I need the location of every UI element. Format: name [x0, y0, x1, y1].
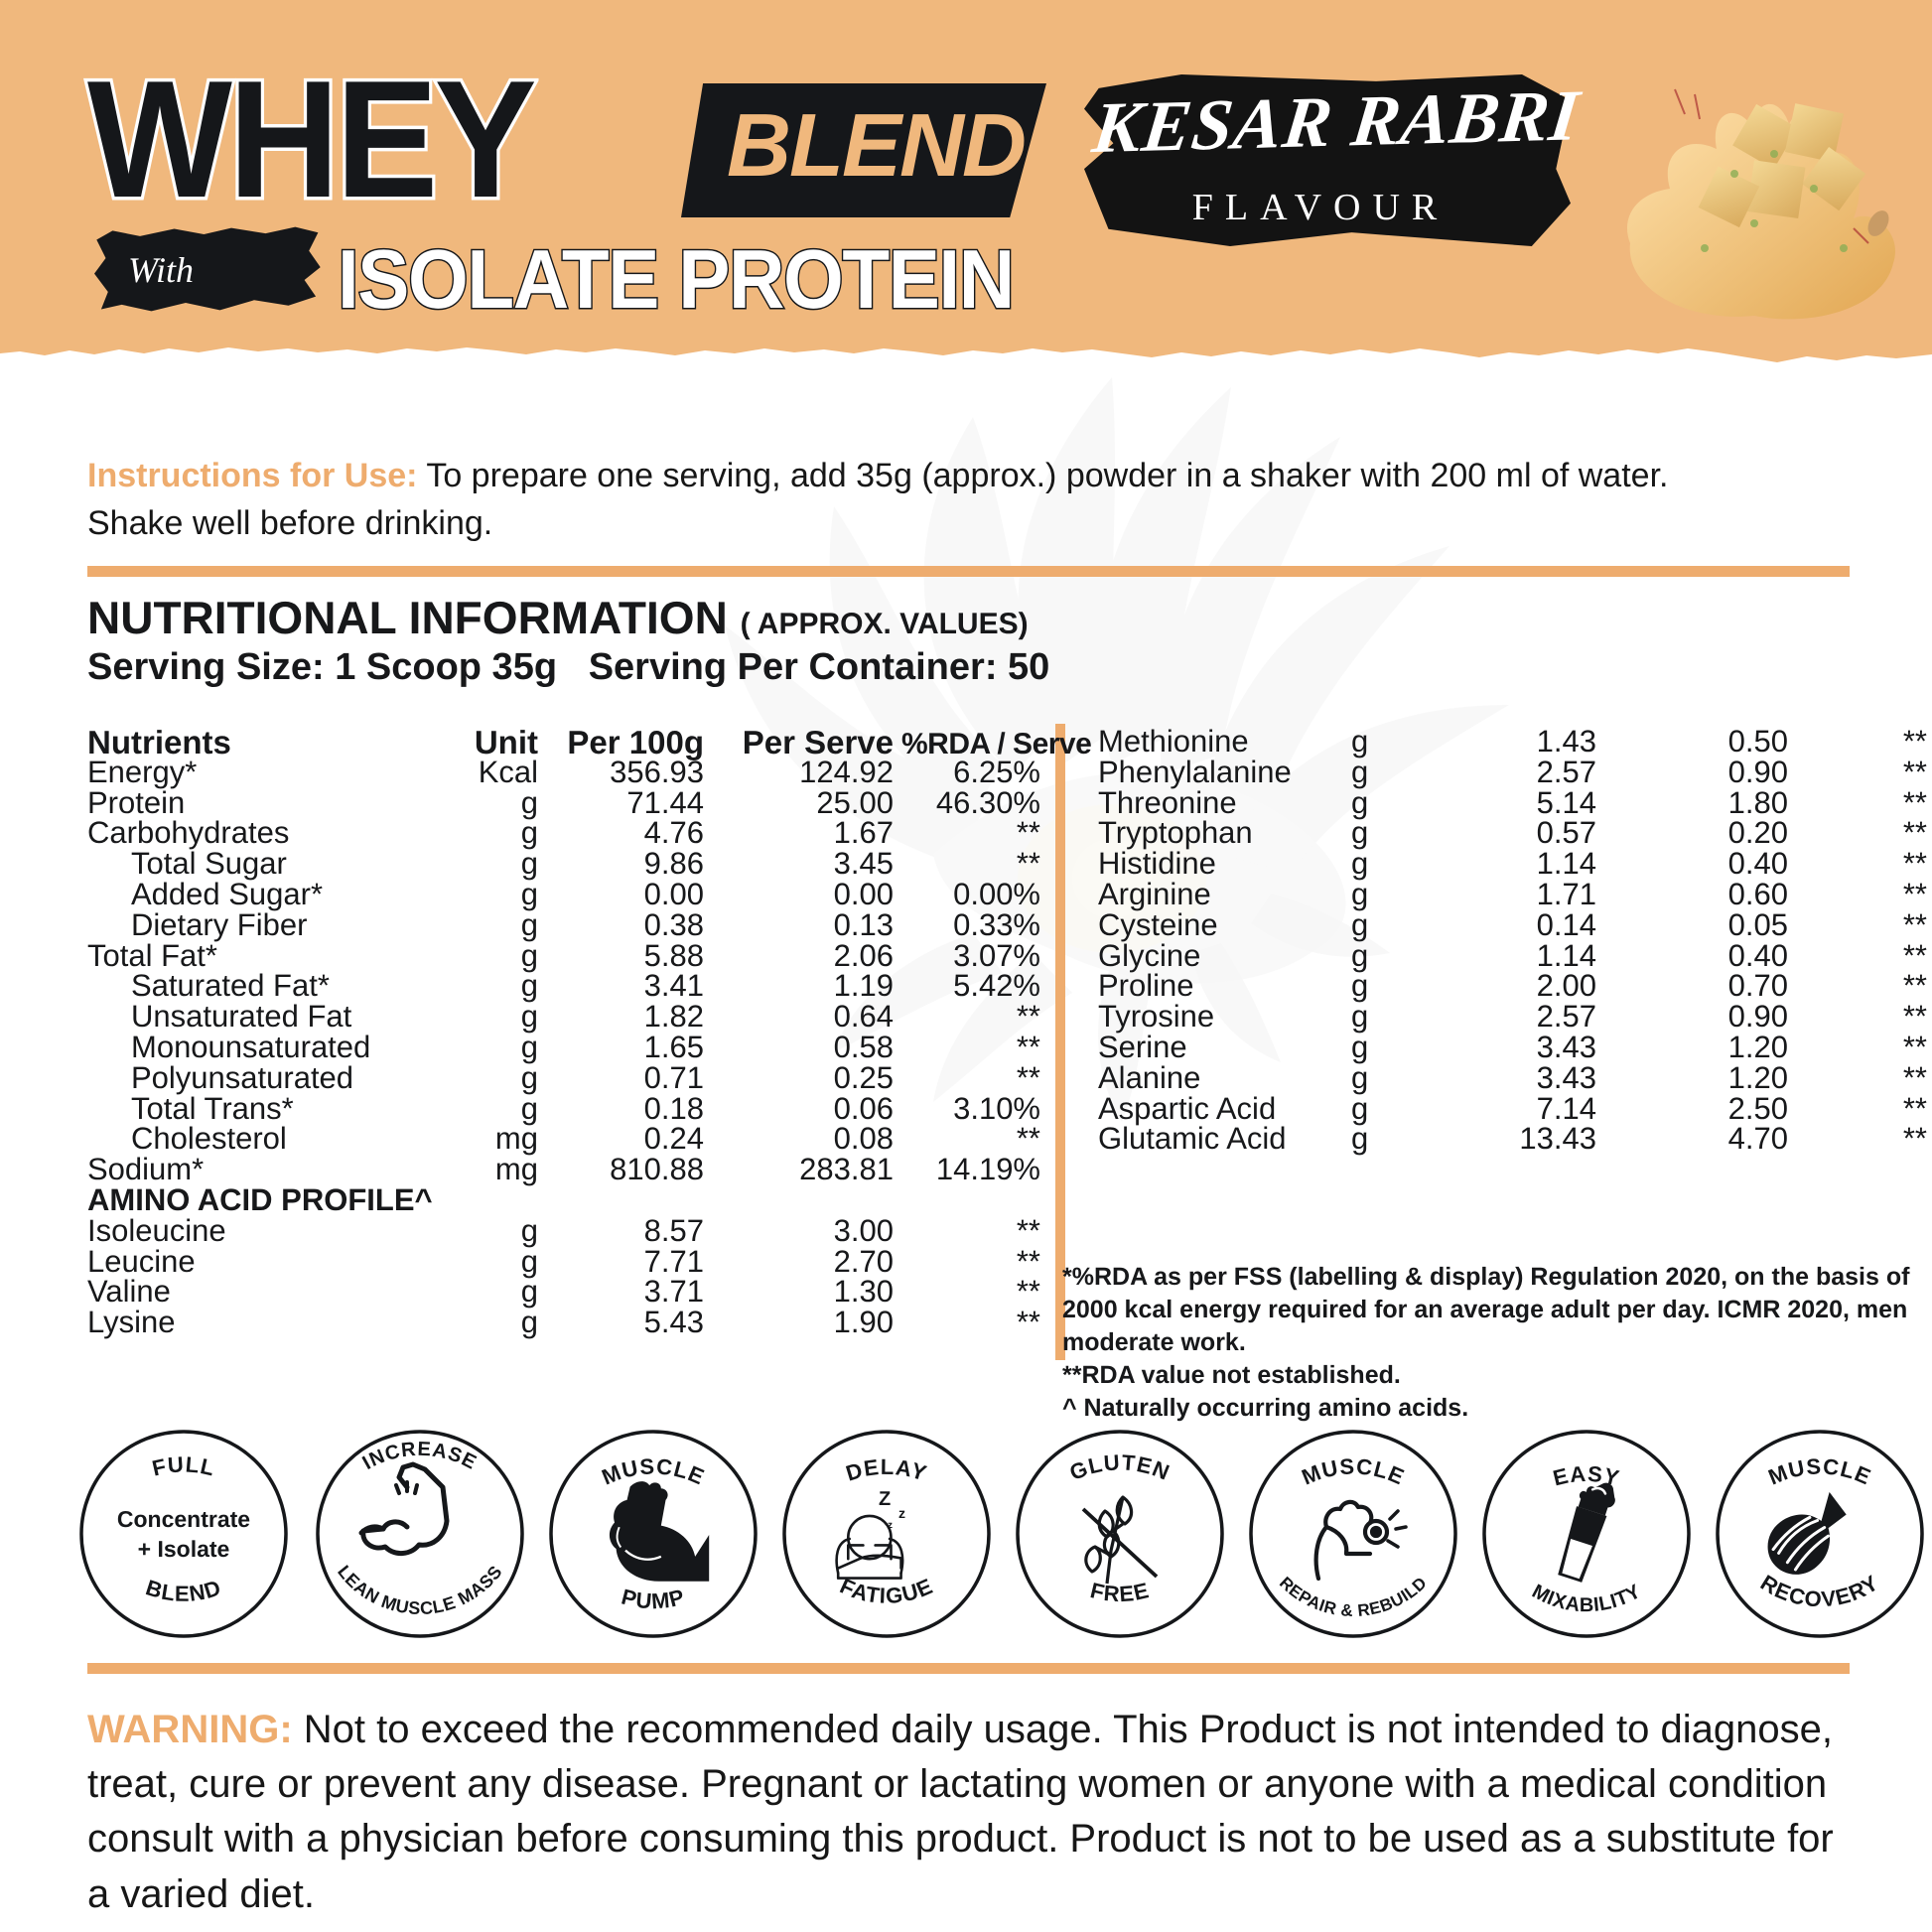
svg-text:LEAN MUSCLE MASS: LEAN MUSCLE MASS [334, 1562, 506, 1618]
svg-text:Z: Z [879, 1488, 891, 1510]
svg-text:PUMP: PUMP [619, 1584, 687, 1613]
svg-text:z: z [888, 1520, 893, 1531]
svg-text:FULL: FULL [150, 1451, 217, 1480]
svg-text:Concentrate: Concentrate [117, 1506, 250, 1532]
svg-text:MUSCLE: MUSCLE [1765, 1453, 1875, 1489]
svg-text:MIXABILITY: MIXABILITY [1528, 1581, 1644, 1616]
svg-text:BLEND: BLEND [143, 1575, 224, 1606]
svg-text:REPAIR & REBUILD: REPAIR & REBUILD [1276, 1574, 1431, 1621]
svg-text:DELAY: DELAY [843, 1454, 930, 1486]
svg-text:z: z [898, 1505, 905, 1521]
svg-text:MUSCLE: MUSCLE [1299, 1453, 1409, 1489]
svg-text:GLUTEN: GLUTEN [1066, 1449, 1173, 1485]
svg-text:+ Isolate: + Isolate [138, 1536, 230, 1562]
svg-text:RECOVERY: RECOVERY [1756, 1570, 1883, 1611]
svg-text:FREE: FREE [1088, 1578, 1152, 1606]
